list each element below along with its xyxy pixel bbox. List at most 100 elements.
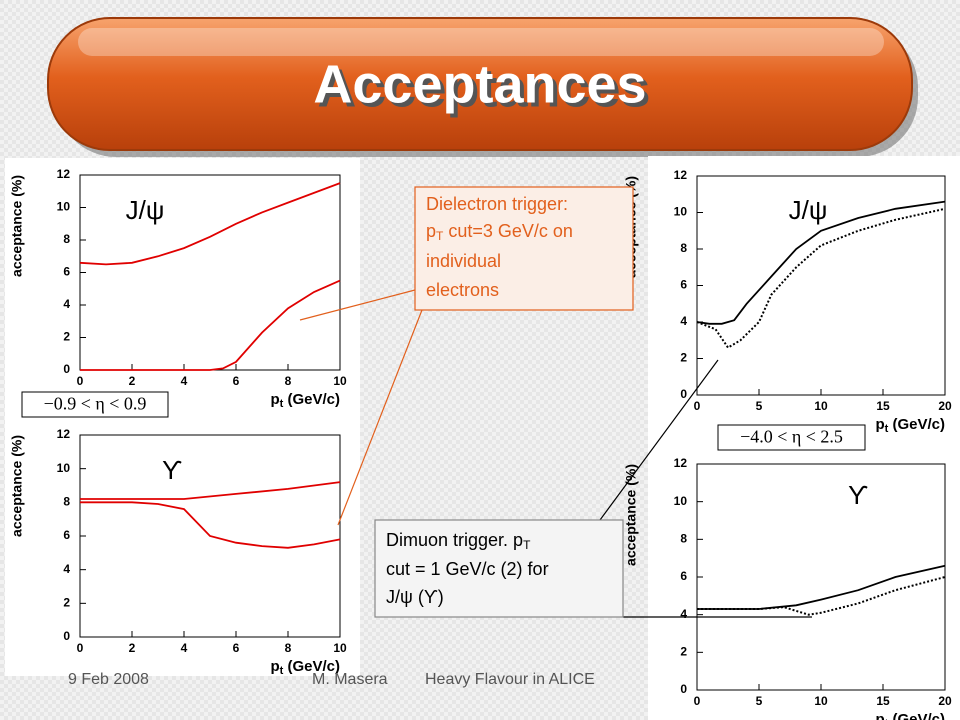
callout-sub: T	[523, 538, 531, 552]
y-tick-label: 4	[680, 314, 687, 328]
x-axis-label-part: (GeV/c)	[888, 711, 945, 720]
x-axis-label: pt (GeV/c)	[875, 416, 945, 435]
x-tick-label: 0	[694, 399, 701, 413]
x-tick-label: 8	[285, 641, 292, 655]
x-tick-label: 8	[285, 374, 292, 388]
y-axis-label: acceptance (%)	[9, 435, 25, 537]
x-axis-label-part: p	[270, 391, 279, 408]
x-tick-label: 20	[938, 694, 952, 708]
x-axis-label-part: p	[875, 416, 884, 433]
y-tick-label: 12	[674, 168, 688, 182]
callout-text: Dimuon trigger. p	[386, 530, 523, 550]
x-axis-label-part: t	[280, 398, 284, 410]
callout-text: Dielectron trigger:	[426, 194, 568, 214]
y-tick-label: 12	[57, 167, 71, 181]
x-axis-label-part: t	[280, 665, 284, 677]
y-tick-label: 8	[680, 532, 687, 546]
series-line	[80, 501, 341, 549]
y-tick-label: 6	[63, 528, 70, 542]
y-tick-label: 4	[63, 297, 70, 311]
x-axis-label-part: p	[270, 658, 279, 675]
arrow	[599, 359, 719, 521]
footer-author: M. Masera	[312, 671, 388, 688]
y-tick-label: 4	[680, 607, 687, 621]
y-tick-label: 8	[63, 495, 70, 509]
x-axis-label-part: (GeV/c)	[283, 658, 340, 675]
x-tick-label: 4	[181, 374, 188, 388]
annotation: ϒ	[162, 455, 182, 485]
y-tick-label: 8	[63, 232, 70, 246]
y-tick-label: 8	[680, 241, 687, 255]
x-tick-label: 5	[756, 694, 763, 708]
x-tick-label: 2	[129, 374, 136, 388]
title: Acceptances	[313, 54, 646, 114]
callout-text: cut = 1 GeV/c (2) for	[386, 559, 549, 579]
region-label: −4.0 < η < 2.5	[740, 427, 843, 447]
title-shadow-text: Acceptances	[317, 58, 650, 118]
y-tick-label: 2	[63, 596, 70, 610]
x-tick-label: 10	[333, 374, 347, 388]
x-tick-label: 2	[129, 641, 136, 655]
x-axis-label-part: (GeV/c)	[283, 391, 340, 408]
x-tick-label: 0	[77, 641, 84, 655]
y-tick-label: 10	[57, 200, 71, 214]
x-axis-label-part: (GeV/c)	[888, 416, 945, 433]
callout-muon	[374, 519, 624, 618]
x-tick-label: 0	[77, 374, 84, 388]
annotation: ϒ	[848, 480, 868, 510]
arrow	[337, 309, 423, 526]
callout-text: p	[426, 221, 436, 241]
series-line	[79, 182, 341, 266]
series-line	[696, 200, 946, 325]
y-tick-label: 10	[674, 494, 688, 508]
y-tick-label: 6	[680, 278, 687, 292]
y-tick-label: 6	[63, 265, 70, 279]
region-box	[717, 424, 866, 451]
series-line	[696, 207, 946, 349]
y-axis-label: acceptance (%)	[623, 464, 639, 566]
annotation: J/ψ	[126, 195, 165, 225]
y-tick-label: 2	[680, 351, 687, 365]
footer-date: 9 Feb 2008	[68, 671, 149, 688]
x-tick-label: 15	[876, 694, 890, 708]
series-line	[80, 279, 341, 371]
x-tick-label: 6	[233, 374, 240, 388]
title-bar	[47, 17, 913, 151]
callout-sub: T	[436, 229, 444, 243]
x-tick-label: 10	[333, 641, 347, 655]
region-label: −0.9 < η < 0.9	[44, 394, 147, 414]
series-line	[697, 576, 946, 616]
footer-talk: Heavy Flavour in ALICE	[425, 671, 595, 688]
y-tick-label: 4	[63, 562, 70, 576]
y-tick-label: 10	[674, 205, 688, 219]
y-tick-label: 0	[63, 629, 70, 643]
callout-text: pT cut=3 GeV/c on	[426, 221, 573, 243]
x-axis-label-part: p	[875, 711, 884, 720]
y-axis-label: acceptance (%)	[9, 175, 25, 277]
callout-text: individual	[426, 251, 501, 271]
series-line	[80, 481, 341, 500]
callout-text: cut=3 GeV/c on	[443, 221, 573, 241]
x-tick-label: 20	[938, 399, 952, 413]
x-tick-label: 6	[233, 641, 240, 655]
arrow	[299, 289, 416, 321]
x-tick-label: 0	[694, 694, 701, 708]
title-gloss	[78, 28, 884, 56]
x-tick-label: 5	[756, 399, 763, 413]
x-axis-label-part: t	[885, 423, 889, 435]
y-tick-label: 0	[680, 682, 687, 696]
callout-text: Dimuon trigger. pT	[386, 530, 531, 552]
x-axis-label: pt (GeV/c)	[875, 711, 945, 720]
y-tick-label: 12	[57, 427, 71, 441]
y-tick-label: 2	[63, 330, 70, 344]
x-tick-label: 10	[814, 694, 828, 708]
x-tick-label: 4	[181, 641, 188, 655]
callout-text: J/ψ (ϒ)	[386, 587, 444, 607]
y-tick-label: 2	[680, 645, 687, 659]
x-axis-label: pt (GeV/c)	[270, 391, 340, 410]
callout-electron	[414, 186, 634, 311]
y-tick-label: 0	[680, 387, 687, 401]
y-tick-label: 0	[63, 362, 70, 376]
